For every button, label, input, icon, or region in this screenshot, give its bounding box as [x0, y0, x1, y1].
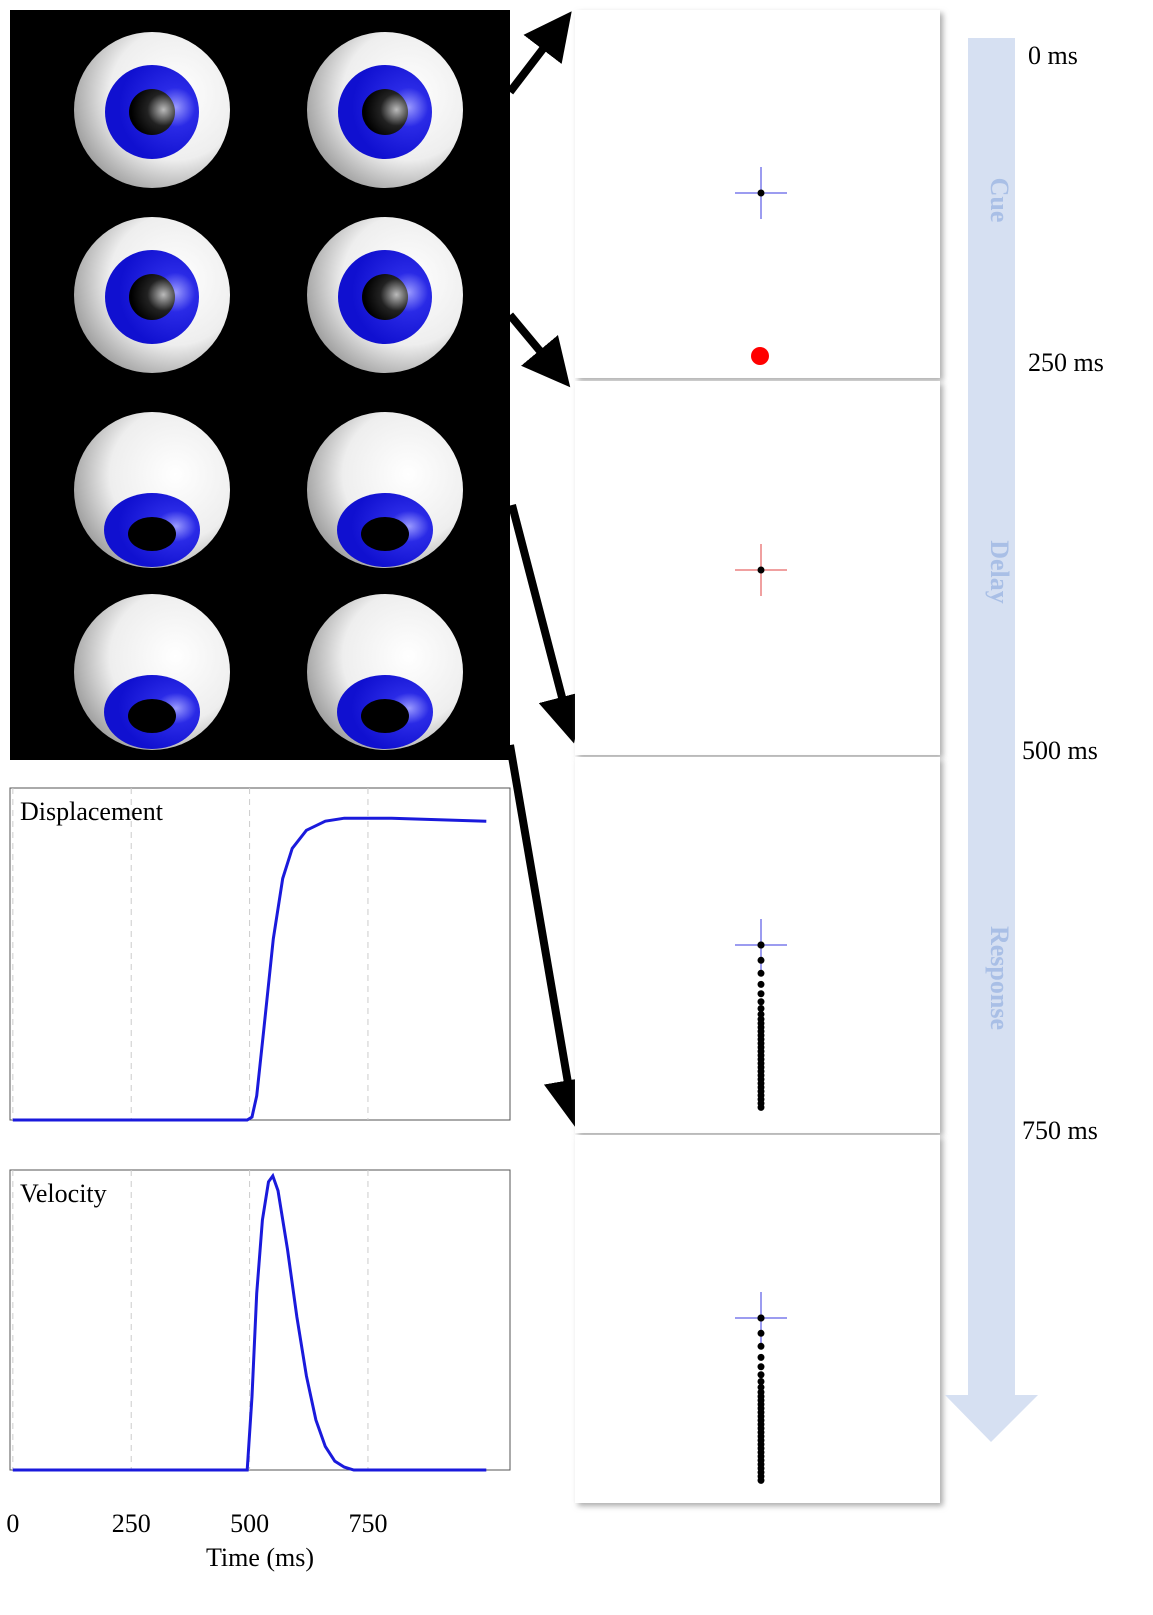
- time-label: 250 ms: [1028, 348, 1104, 377]
- gaze-dot: [758, 1363, 765, 1370]
- pupil: [361, 699, 409, 733]
- phase-label: Delay: [985, 540, 1014, 604]
- pupil: [362, 89, 408, 135]
- panel: [575, 381, 940, 755]
- x-axis-label: Time (ms): [206, 1543, 314, 1572]
- time-label: 500 ms: [1022, 736, 1098, 765]
- gaze-dot: [758, 981, 765, 988]
- arrow: [510, 315, 560, 375]
- gaze-dot: [758, 942, 765, 949]
- fixation-dot: [758, 190, 765, 197]
- gaze-dot: [758, 998, 765, 1005]
- target-dot: [751, 347, 769, 365]
- arrow: [510, 24, 562, 92]
- figure: Cue Delay Response 0 ms 250 ms 500 ms 75…: [0, 0, 1153, 1610]
- pupil: [362, 274, 408, 320]
- gaze-dot: [758, 1330, 765, 1337]
- chart-frame: [10, 1170, 510, 1470]
- gaze-dot: [758, 970, 765, 977]
- phase-label: Cue: [985, 178, 1014, 223]
- panel: [575, 10, 940, 378]
- gaze-dot: [758, 1104, 765, 1111]
- timeline-panels: [575, 10, 940, 1503]
- pupil: [128, 517, 176, 551]
- gaze-dot: [758, 1371, 765, 1378]
- pupil: [129, 274, 175, 320]
- gaze-dot: [758, 1477, 765, 1484]
- panel: [575, 1135, 940, 1503]
- arrows: [510, 24, 573, 1112]
- time-label: 750 ms: [1022, 1116, 1098, 1145]
- arrow: [512, 505, 570, 728]
- gaze-dot: [758, 1315, 765, 1322]
- x-tick-label: 500: [230, 1509, 269, 1538]
- fixation-dot: [758, 567, 765, 574]
- pupil: [361, 517, 409, 551]
- time-label: 0 ms: [1028, 41, 1078, 70]
- arrow: [510, 745, 573, 1112]
- x-tick-label: 750: [348, 1509, 387, 1538]
- phase-label: Response: [985, 926, 1014, 1030]
- chart-title: Displacement: [20, 797, 164, 826]
- pupil: [129, 89, 175, 135]
- gaze-dot: [758, 990, 765, 997]
- gaze-dot: [758, 957, 765, 964]
- gaze-dot: [758, 1354, 765, 1361]
- gaze-dot: [758, 1343, 765, 1350]
- chart-title: Velocity: [20, 1179, 107, 1208]
- pupil: [128, 699, 176, 733]
- x-tick-label: 250: [112, 1509, 151, 1538]
- x-tick-label: 0: [6, 1509, 19, 1538]
